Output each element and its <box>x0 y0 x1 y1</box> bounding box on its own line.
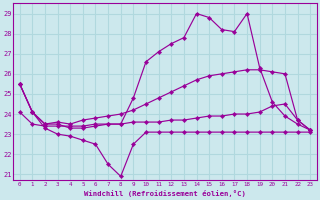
X-axis label: Windchill (Refroidissement éolien,°C): Windchill (Refroidissement éolien,°C) <box>84 190 246 197</box>
